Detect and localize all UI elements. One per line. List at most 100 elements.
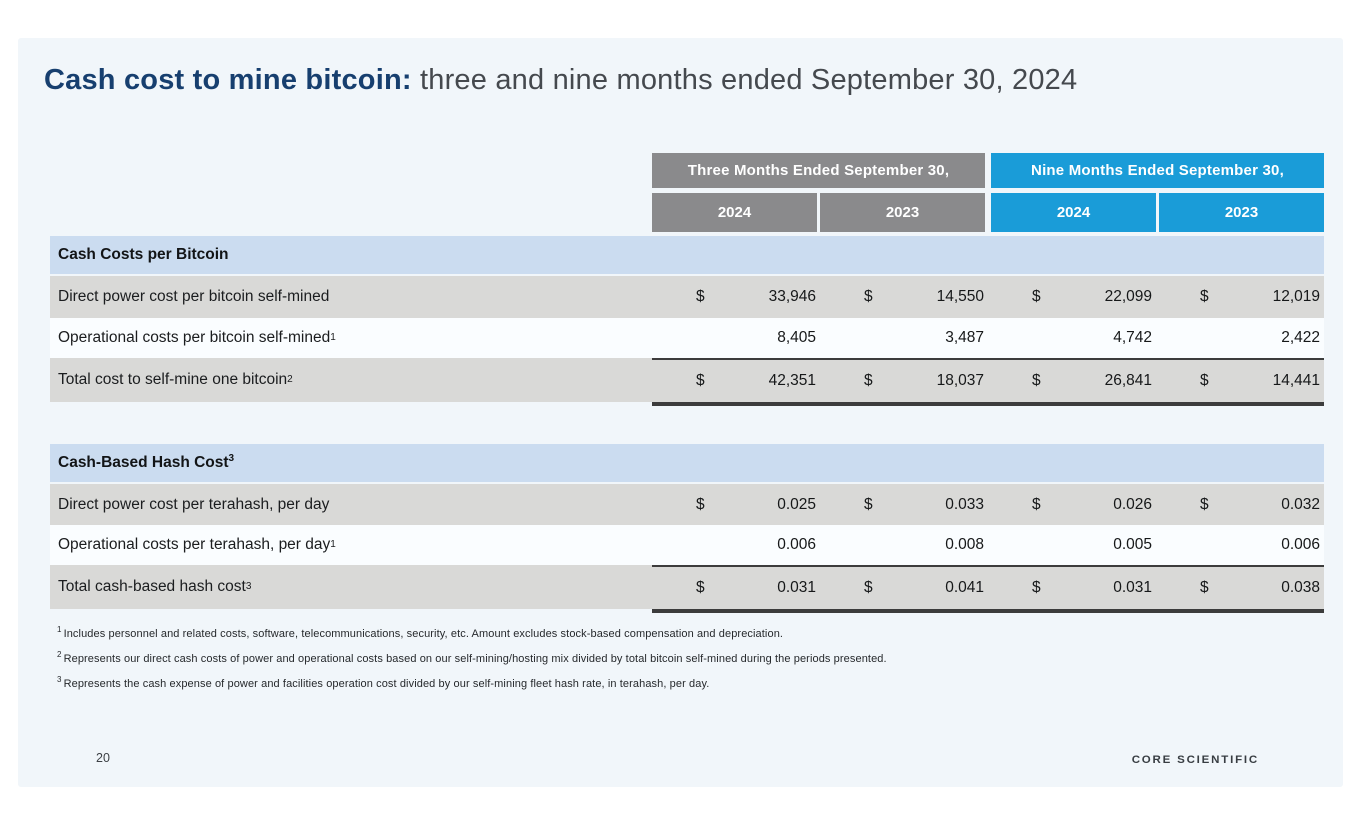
value-cell: 4,742 (988, 318, 1156, 358)
value-cell: 8,405 (652, 318, 820, 358)
table-row-direct-power-cost-per-terahash: Direct power cost per terahash, per day … (50, 484, 1324, 525)
section-header-cash-based-hash-cost: Cash-Based Hash Cost3 (50, 444, 1324, 482)
group-headers: Three Months Ended September 30, Nine Mo… (652, 153, 1324, 188)
value-cell: $0.038 (1156, 567, 1324, 609)
value: 0.033 (945, 495, 984, 513)
cash-cost-table: Three Months Ended September 30, Nine Mo… (50, 153, 1324, 613)
value: 0.006 (1281, 536, 1320, 553)
value: 0.025 (777, 495, 816, 513)
currency-symbol: $ (696, 372, 705, 389)
value-cell: $0.032 (1156, 484, 1324, 525)
value: 0.005 (1113, 536, 1152, 553)
currency-symbol: $ (864, 372, 873, 389)
value: 0.031 (1113, 579, 1152, 596)
value: 22,099 (1104, 288, 1152, 305)
year-header-9mo-2024: 2024 (985, 193, 1156, 232)
currency-symbol: $ (696, 495, 705, 513)
value: 0.026 (1113, 495, 1152, 513)
row-label-text: Operational costs per bitcoin self-mined (58, 329, 331, 346)
value: 0.041 (945, 579, 984, 596)
value: 4,742 (1113, 329, 1152, 346)
value-cell: $0.033 (820, 484, 988, 525)
row-label-text: Operational costs per terahash, per day (58, 536, 331, 553)
table-row-operational-costs-per-terahash: Operational costs per terahash, per day 1… (50, 525, 1324, 565)
header-label-spacer (50, 153, 652, 188)
value-cell: $42,351 (652, 360, 820, 402)
row-values: $0.025 $0.033 $0.026 $0.032 (652, 484, 1324, 525)
footnote-text: Represents the cash expense of power and… (63, 678, 710, 690)
row-values: $42,351 $18,037 $26,841 $14,441 (652, 358, 1324, 402)
row-label-text: Total cost to self-mine one bitcoin (58, 371, 288, 388)
title-subtitle: three and nine months ended September 30… (411, 64, 1078, 96)
header-label-spacer (50, 193, 652, 232)
value-cell: $14,550 (820, 276, 988, 318)
table-group-header-row: Three Months Ended September 30, Nine Mo… (50, 153, 1324, 188)
currency-symbol: $ (696, 288, 705, 305)
currency-symbol: $ (864, 288, 873, 305)
value: 18,037 (936, 372, 984, 389)
section-header-text: Cash Costs per Bitcoin (58, 246, 229, 263)
year-headers: 2024 2023 2024 2023 (652, 193, 1324, 232)
currency-symbol: $ (864, 495, 873, 513)
value-cell: $0.031 (652, 567, 820, 609)
currency-symbol: $ (1200, 579, 1209, 596)
currency-symbol: $ (864, 579, 873, 596)
title-emphasis: Cash cost to mine bitcoin: (44, 64, 412, 96)
table-row-operational-costs-per-bitcoin: Operational costs per bitcoin self-mined… (50, 318, 1324, 358)
row-label: Operational costs per terahash, per day 1 (58, 536, 336, 553)
col-group-nine-months: Nine Months Ended September 30, (991, 153, 1324, 188)
year-header-3mo-2024: 2024 (652, 193, 817, 232)
double-underline (652, 402, 1324, 406)
value-cell: $26,841 (988, 360, 1156, 402)
section-header-sup: 3 (228, 452, 235, 464)
page-number: 20 (96, 751, 110, 765)
footnote-sup: 3 (57, 675, 62, 685)
table-row-direct-power-cost-per-bitcoin: Direct power cost per bitcoin self-mined… (50, 276, 1324, 318)
row-values: 8,405 3,487 4,742 2,422 (652, 318, 1324, 358)
table-year-header-row: 2024 2023 2024 2023 (50, 193, 1324, 232)
footnotes: 1 Includes personnel and related costs, s… (57, 625, 1257, 702)
table-row-total-cash-based-hash-cost: Total cash-based hash cost 3 $0.031 $0.04… (50, 565, 1324, 609)
row-values: 0.006 0.008 0.005 0.006 (652, 525, 1324, 565)
value: 2,422 (1281, 329, 1320, 346)
row-label-text: Direct power cost per terahash, per day (58, 495, 330, 513)
footnote-1: 1 Includes personnel and related costs, s… (57, 625, 1257, 642)
currency-symbol: $ (1200, 495, 1209, 513)
value-cell: $0.025 (652, 484, 820, 525)
value-cell: 3,487 (820, 318, 988, 358)
currency-symbol: $ (1032, 372, 1041, 389)
row-label: Total cash-based hash cost 3 (58, 578, 252, 595)
value: 33,946 (768, 288, 816, 305)
value: 0.008 (945, 536, 984, 553)
footnote-sup: 1 (57, 625, 62, 635)
core-scientific-logo: CORE SCIENTIFIC (1131, 754, 1259, 766)
value: 8,405 (777, 329, 816, 346)
double-underline (652, 609, 1324, 613)
footnote-sup: 2 (57, 650, 62, 660)
year-header-9mo-2023: 2023 (1156, 193, 1324, 232)
value-cell: $0.026 (988, 484, 1156, 525)
value: 3,487 (945, 329, 984, 346)
section-header-text: Cash-Based Hash Cost (58, 454, 229, 471)
col-group-three-months: Three Months Ended September 30, (652, 153, 985, 188)
value: 14,441 (1272, 372, 1320, 389)
value: 26,841 (1104, 372, 1152, 389)
currency-symbol: $ (1200, 372, 1209, 389)
value: 0.038 (1281, 579, 1320, 596)
value-cell: 0.006 (652, 525, 820, 565)
value: 14,550 (936, 288, 984, 305)
currency-symbol: $ (1032, 288, 1041, 305)
value-cell: 0.008 (820, 525, 988, 565)
value-cell: $14,441 (1156, 360, 1324, 402)
row-label: Operational costs per bitcoin self-mined… (58, 329, 336, 346)
currency-symbol: $ (1200, 288, 1209, 305)
value: 42,351 (768, 372, 816, 389)
footnote-2: 2 Represents our direct cash costs of pow… (57, 650, 1257, 667)
value-cell: 2,422 (1156, 318, 1324, 358)
currency-symbol: $ (1032, 495, 1041, 513)
value-cell: $18,037 (820, 360, 988, 402)
year-header-3mo-2023: 2023 (817, 193, 985, 232)
value: 0.031 (777, 579, 816, 596)
value-cell: $33,946 (652, 276, 820, 318)
value: 0.032 (1281, 495, 1320, 513)
